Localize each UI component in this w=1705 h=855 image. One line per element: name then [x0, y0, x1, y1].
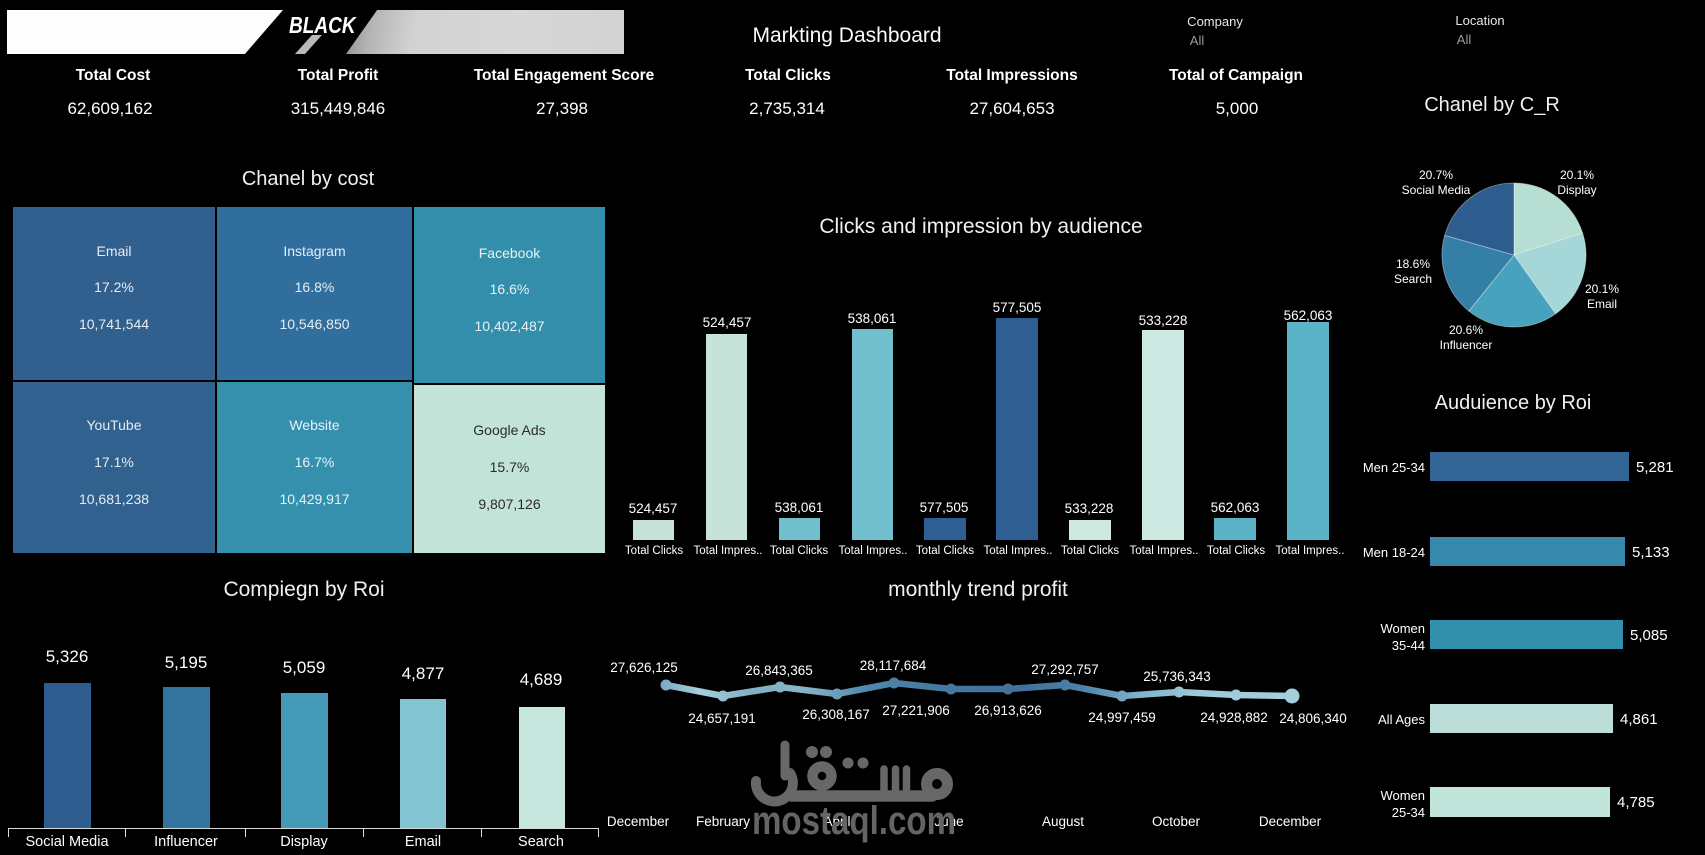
svg-text:mostaql.com: mostaql.com	[752, 799, 956, 843]
